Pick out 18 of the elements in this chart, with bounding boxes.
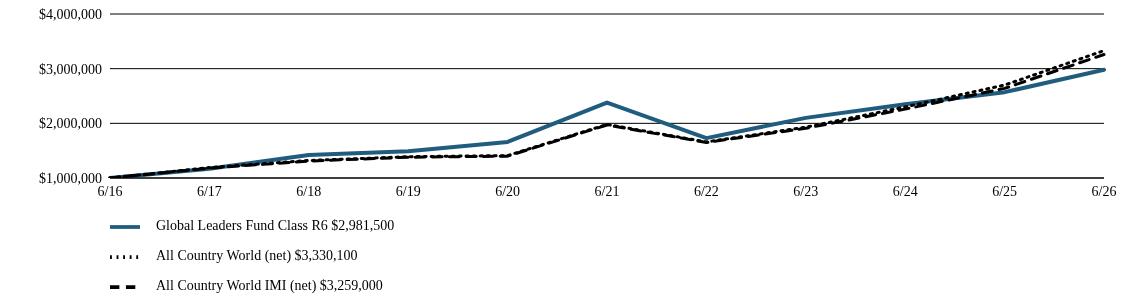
x-tick-label: 6/19: [395, 183, 421, 199]
x-tick-label: 6/17: [196, 183, 222, 199]
y-tick-label: $4,000,000: [39, 6, 102, 22]
x-tick-label: 6/26: [1091, 183, 1117, 199]
y-tick-label: $3,000,000: [39, 61, 102, 77]
x-tick-label: 6/21: [594, 183, 620, 199]
legend-label: All Country World (net) $3,330,100: [156, 248, 358, 264]
x-tick-label: 6/20: [495, 183, 521, 199]
legend-label: All Country World IMI (net) $3,259,000: [156, 278, 383, 294]
x-tick-label: 6/22: [693, 183, 719, 199]
x-tick-label: 6/25: [992, 183, 1018, 199]
x-tick-label: 6/23: [793, 183, 819, 199]
x-tick-label: 6/16: [97, 183, 123, 199]
legend-label: Global Leaders Fund Class R6 $2,981,500: [156, 218, 395, 234]
y-tick-label: $2,000,000: [39, 116, 102, 132]
x-tick-label: 6/24: [892, 183, 918, 199]
y-tick-label: $1,000,000: [39, 170, 102, 186]
x-tick-label: 6/18: [296, 183, 322, 199]
